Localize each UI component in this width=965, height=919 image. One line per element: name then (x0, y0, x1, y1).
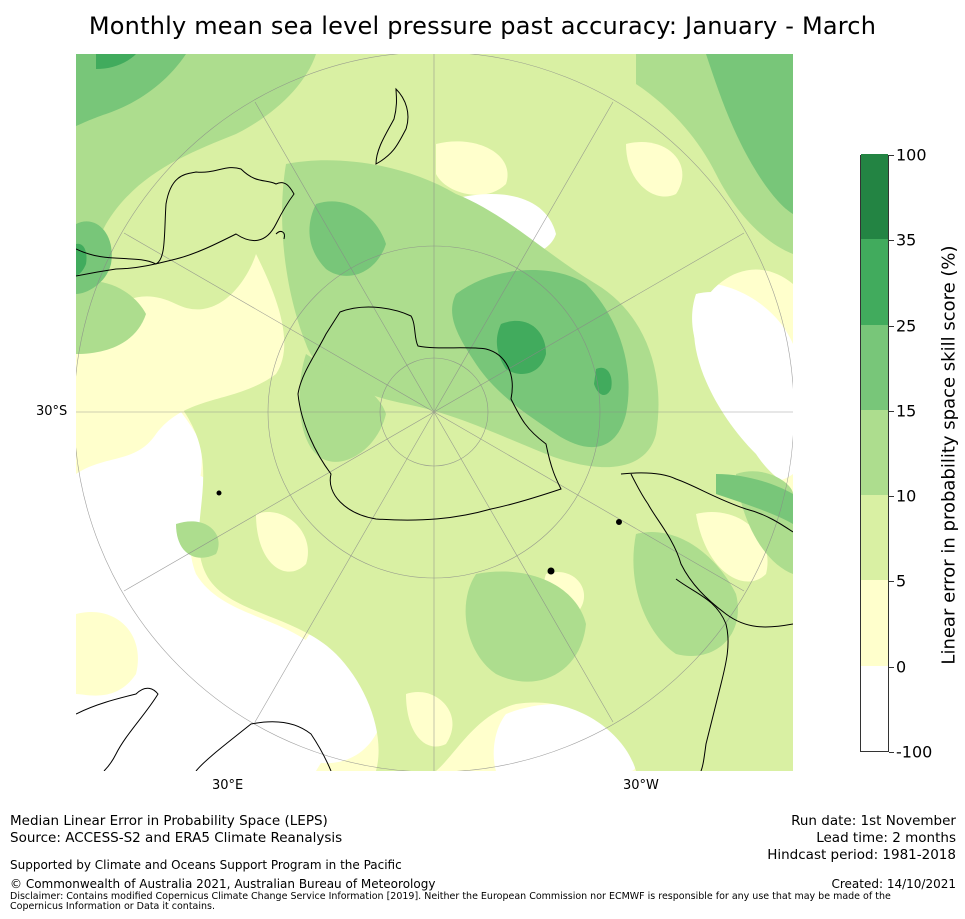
footer-disclaimer: Disclaimer: Contains modified Copernicus… (10, 891, 891, 912)
colorbar-tick-label: 0 (896, 657, 907, 677)
colorbar-tick-label: 25 (896, 316, 917, 336)
colorbar-segment (861, 324, 888, 410)
coast-south-america (620, 472, 793, 533)
polar-map (76, 54, 793, 771)
coast-antarctica (297, 306, 562, 521)
footer-left: Median Linear Error in Probability Space… (10, 813, 342, 847)
coast-australia (76, 167, 295, 277)
colorbar-segment (861, 495, 888, 581)
coastlines (76, 87, 793, 771)
colorbar-tick (889, 496, 894, 498)
colorbar-tick-label: 100 (896, 145, 927, 165)
footer-supported: Supported by Climate and Oceans Support … (10, 858, 402, 872)
colorbar-segment (861, 409, 888, 496)
footer-created: Created: 14/10/2021 (831, 877, 956, 891)
colorbar-segment (861, 239, 888, 325)
coast-new-zealand (375, 87, 409, 165)
footer-source: Source: ACCESS-S2 and ERA5 Climate Reana… (10, 830, 343, 846)
coast-south-america-east (675, 578, 729, 771)
lon-label-30e: 30°E (212, 778, 244, 793)
colorbar-title: Linear error in probability space skill … (938, 245, 960, 665)
chart-title: Monthly mean sea level pressure past acc… (88, 12, 877, 40)
colorbar-tick (889, 155, 894, 156)
footer-lead-time: Lead time: 2 months (816, 830, 956, 846)
colorbar-tick (889, 325, 894, 327)
graticule (76, 54, 793, 771)
footer-right: Run date: 1st November Lead time: 2 mont… (767, 813, 956, 864)
colorbar-tick-label: 15 (896, 401, 917, 421)
coast-africa-south (195, 721, 332, 771)
colorbar-tick (889, 581, 894, 583)
map-canvas (76, 54, 793, 771)
colorbar-tick-label: 5 (896, 571, 907, 591)
lat-label-30s: 30°S (36, 404, 68, 419)
coast-south-america-west (630, 473, 793, 628)
colorbar-tick-label: 35 (896, 230, 917, 250)
colorbar (860, 154, 889, 752)
colorbar-tick (889, 752, 894, 753)
colorbar-tick-label: -100 (896, 742, 933, 762)
footer-run-date: Run date: 1st November (791, 813, 956, 829)
colorbar-segment (861, 580, 888, 666)
colorbar-segment (861, 154, 888, 240)
colorbar-tick (889, 666, 894, 668)
footer-copyright: © Commonwealth of Australia 2021, Austra… (10, 877, 436, 891)
colorbar-tick (889, 240, 894, 242)
colorbar-segment (861, 665, 888, 751)
footer-hindcast: Hindcast period: 1981-2018 (767, 847, 956, 863)
coast-africa (76, 687, 159, 771)
footer-leps: Median Linear Error in Probability Space… (10, 813, 328, 829)
colorbar-tick (889, 410, 894, 412)
lon-label-30w: 30°W (623, 778, 659, 793)
colorbar-tick-label: 10 (896, 486, 917, 506)
